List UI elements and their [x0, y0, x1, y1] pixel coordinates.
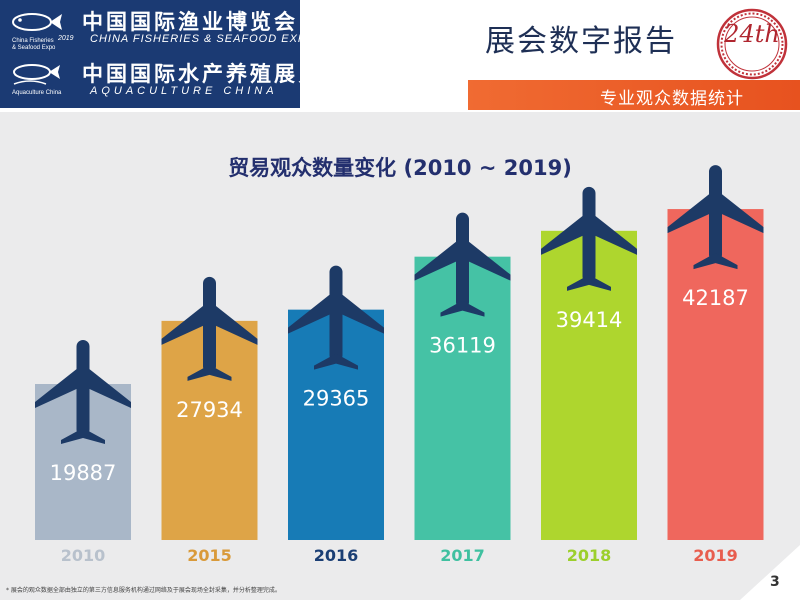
- logo1-sub-line: China Fisheries: [12, 38, 54, 44]
- anniversary-badge: 24th: [716, 8, 788, 80]
- china-fisheries-logo[interactable]: 2019 China Fisheries & Seafood Expo 中国国际…: [10, 4, 315, 52]
- section-band: 专业观众数据统计: [468, 80, 800, 110]
- bar-group: 36119 2017: [414, 212, 511, 565]
- data-label: 42187: [682, 286, 749, 310]
- data-label: 19887: [50, 461, 117, 485]
- badge-number: 24th: [724, 20, 780, 48]
- category-label: 2015: [187, 546, 232, 565]
- bar-group: 39414 2018: [541, 186, 637, 565]
- bar-group: 19887 2010: [35, 339, 131, 565]
- airplane-icon: [541, 186, 637, 291]
- logo-year: 2019: [57, 35, 74, 42]
- logo2-english-name: AQUACULTURE CHINA: [90, 85, 278, 97]
- bar: [667, 209, 764, 541]
- airplane-icon: [667, 165, 764, 270]
- page-number: 3: [770, 574, 780, 590]
- logo1-sub-caption: China Fisheries & Seafood Expo: [12, 38, 55, 52]
- logo1-chinese-name: 中国国际渔业博览会: [82, 9, 298, 34]
- data-label: 39414: [556, 308, 623, 332]
- bar-group: 42187 2019: [667, 165, 764, 565]
- footnote: * 展会的观众数据全部由独立的第三方信息服务机构通过网络及于展会现场全封采集，并…: [6, 587, 281, 594]
- category-label: 2010: [61, 546, 106, 565]
- category-label: 2019: [693, 546, 738, 565]
- logo1-sub-line: & Seafood Expo: [12, 45, 56, 51]
- aquaculture-logo-icon: [13, 64, 60, 85]
- data-label: 36119: [429, 334, 496, 358]
- bar-group: 29365 2016: [288, 265, 384, 565]
- category-label: 2017: [440, 546, 485, 565]
- logo1-english-name: CHINA FISHERIES & SEAFOOD EXPO: [90, 33, 316, 45]
- logo2-chinese-name: 中国国际水产养殖展览会: [82, 61, 346, 86]
- airplane-icon: [35, 339, 131, 444]
- category-label: 2018: [567, 546, 612, 565]
- logo2-sub-caption: Aquaculture China: [12, 90, 61, 97]
- chart-area: [0, 112, 800, 600]
- data-label: 27934: [176, 398, 243, 422]
- section-label: 专业观众数据统计: [600, 89, 744, 109]
- category-label: 2016: [314, 546, 359, 565]
- bar-group: 27934 2015: [161, 276, 258, 565]
- page-corner: [740, 545, 800, 600]
- airplane-icon: [414, 212, 511, 317]
- report-title: 展会数字报告: [485, 24, 677, 59]
- chart-title: 贸易观众数量变化 (2010 ~ 2019): [228, 156, 572, 180]
- logo2-sub-line: Aquaculture China: [12, 90, 62, 96]
- data-label: 29365: [303, 387, 370, 411]
- airplane-icon: [288, 265, 384, 370]
- header: 2019 China Fisheries & Seafood Expo 中国国际…: [0, 0, 800, 110]
- fish-logo-icon: 2019: [12, 13, 74, 42]
- aquaculture-china-logo[interactable]: Aquaculture China 中国国际水产养殖展览会 AQUACULTUR…: [10, 56, 343, 104]
- logo-panel: 2019 China Fisheries & Seafood Expo 中国国际…: [0, 0, 343, 108]
- seal-icon: [716, 8, 788, 80]
- airplane-icon: [161, 276, 258, 381]
